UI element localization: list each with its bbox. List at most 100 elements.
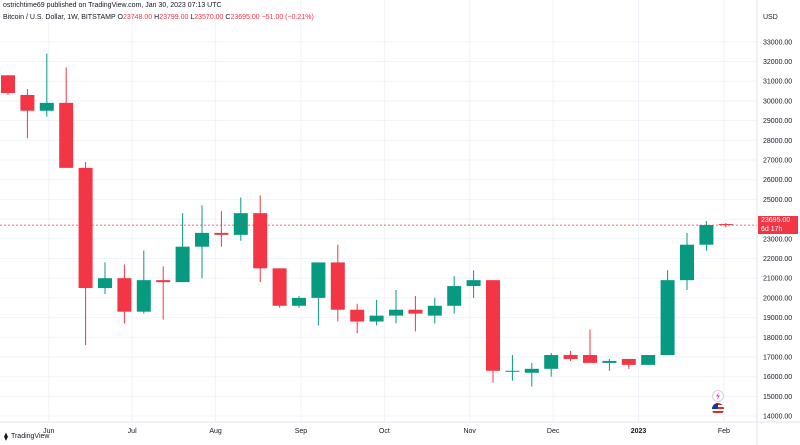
close-value: 23695.00 [230,14,260,21]
price-tick: 15000.00 [763,394,792,401]
tradingview-logo[interactable]: ⧫ TradingView [4,432,49,441]
price-tick: 26000.00 [763,177,792,184]
candle-body [175,246,190,283]
candle [59,67,74,168]
candle [427,297,442,324]
price-tick: 16000.00 [763,374,792,381]
candle-body [505,370,520,372]
candle [214,211,229,247]
candle [563,351,578,361]
candle [369,299,384,326]
price-tick: 23000.00 [763,236,792,243]
candle [505,355,520,381]
candle [602,358,617,371]
candle-body [699,225,714,245]
candle [78,161,93,346]
candle [20,89,35,139]
candle [98,262,112,294]
low-label: L [190,14,195,21]
price-tick: 31000.00 [763,79,792,86]
bar-countdown: 6d 17h [761,226,783,233]
time-tick: Aug [209,428,222,435]
candle [1,75,15,95]
grid-lines [0,0,757,422]
price-tick: 21000.00 [763,276,792,283]
candle [486,280,500,383]
candle [330,244,345,322]
lightning-icon[interactable] [712,390,724,402]
candle-body [214,232,229,235]
low-value: 23570.00 [194,14,224,21]
price-tick: 25000.00 [763,197,792,204]
time-axis[interactable]: Jun Jul Aug Sep Oct Nov Dec 2023 Feb [43,428,730,435]
time-tick: Dec [547,428,560,435]
time-tick: Jun [43,428,54,435]
candle-body [486,280,500,371]
candle-body [195,232,209,247]
currency-label[interactable]: USD [763,14,778,21]
candle [680,232,694,291]
us-flag-icon[interactable] [712,403,724,415]
price-tick: 19000.00 [763,315,792,322]
candle-body [389,309,403,316]
candle [389,290,403,324]
candle [350,303,365,334]
last-price-value: 23695.00 [761,217,791,224]
price-tick: 22000.00 [763,256,792,263]
candle [311,262,326,326]
candle-body [136,280,151,312]
high-label: H [154,14,160,21]
price-tick: 30000.00 [763,98,792,105]
candle-body [680,244,694,281]
candle-body [98,278,112,289]
candle [175,213,190,283]
candle-body [1,75,15,94]
candle-body [466,280,481,287]
candle-body [156,280,171,283]
candle [621,358,636,369]
candle [156,266,171,320]
candle-body [330,262,345,310]
candle [524,362,539,387]
candle [117,264,132,324]
time-tick: Sep [295,428,308,435]
high-value: 23799.00 [159,14,189,21]
candles [1,53,733,387]
change-value: −51.00 (−0.21%) [261,14,314,21]
candle [39,53,54,117]
price-tick: 17000.00 [763,354,792,361]
candle-body [621,358,636,365]
price-tick: 28000.00 [763,138,792,145]
candle [272,268,287,308]
candle-body [311,262,326,298]
symbol-name: Bitcoin / U.S. Dollar, 1W, BITSTAMP [3,14,116,21]
candle [408,295,423,332]
candle-body [447,286,462,306]
last-price-tag: 23695.00 6d 17h [758,216,798,234]
price-tick: 29000.00 [763,118,792,125]
candle [660,270,675,356]
candle-body [59,102,74,168]
candle-body [292,297,306,306]
candle [641,355,656,365]
publisher-line: ostrichtime69 published on TradingView.c… [3,2,222,9]
candle [544,353,559,377]
price-tick: 18000.00 [763,335,792,342]
price-tick: 32000.00 [763,59,792,66]
open-label: O [117,14,123,21]
close-label: C [225,14,231,21]
candle-body [563,355,578,359]
candle-body [78,167,93,289]
candle [466,270,481,298]
candle [699,221,714,251]
candle-body [272,268,287,306]
candle [292,295,306,308]
time-tick: 2023 [631,428,647,435]
candle-body [718,224,733,226]
candle-body [641,355,656,365]
time-tick: Oct [379,428,390,435]
time-tick: Nov [463,428,476,435]
candle [195,205,209,279]
price-tick: 27000.00 [763,157,792,164]
